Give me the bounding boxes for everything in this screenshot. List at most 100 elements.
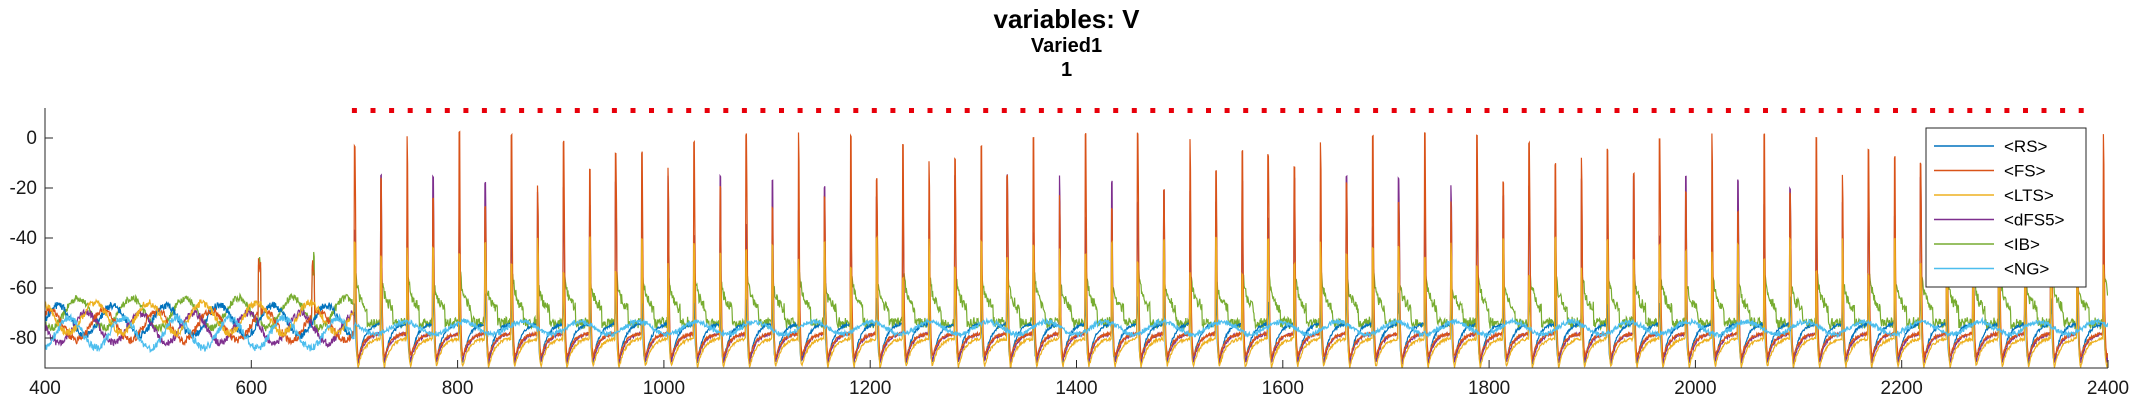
- marker-dot: [389, 108, 395, 113]
- marker-dot: [760, 108, 766, 113]
- series-layer: [45, 130, 2108, 368]
- marker-dot: [1373, 108, 1379, 113]
- y-tick-label: -60: [10, 278, 37, 299]
- marker-dot: [741, 108, 747, 113]
- marker-dot: [611, 108, 617, 113]
- marker-dot: [1150, 108, 1156, 113]
- legend-label: <FS>: [2004, 162, 2046, 181]
- legend-label: <LTS>: [2004, 186, 2054, 205]
- marker-dot: [1911, 108, 1917, 113]
- marker-dot: [1168, 108, 1174, 113]
- marker-dot: [444, 108, 450, 113]
- marker-dot: [816, 108, 822, 113]
- y-tick-label: -40: [10, 228, 37, 249]
- marker-dot: [630, 108, 636, 113]
- marker-dot: [686, 108, 692, 113]
- marker-dot: [1131, 108, 1137, 113]
- marker-dot: [1521, 108, 1527, 113]
- y-tick: -80: [10, 328, 53, 349]
- x-tick-label: 400: [29, 378, 61, 399]
- marker-dot: [1763, 108, 1768, 113]
- x-tick-label: 1800: [1468, 378, 1510, 399]
- chart-title: variables: V: [993, 4, 1140, 34]
- marker-dot: [463, 108, 469, 113]
- marker-dot: [500, 108, 506, 113]
- x-tick: 1000: [643, 360, 685, 399]
- marker-dot: [2023, 108, 2028, 113]
- marker-dot: [1076, 108, 1082, 113]
- marker-row: [351, 108, 2084, 113]
- series-line-fs: [45, 130, 2108, 360]
- x-tick: 600: [235, 360, 267, 399]
- marker-dot: [1038, 108, 1044, 113]
- x-tick: 1800: [1468, 360, 1510, 399]
- legend-label: <dFS5>: [2004, 211, 2065, 230]
- x-tick: 1600: [1262, 360, 1304, 399]
- marker-dot: [593, 108, 599, 113]
- marker-dot: [1893, 108, 1898, 113]
- y-tick: -20: [10, 178, 53, 199]
- marker-dot: [1781, 108, 1787, 113]
- x-tick-label: 2000: [1674, 378, 1716, 399]
- title-block: variables: V Varied1 1: [0, 4, 2133, 82]
- y-tick-label: 0: [26, 128, 37, 149]
- marker-dot: [667, 108, 673, 113]
- marker-dot: [1261, 108, 1267, 113]
- marker-dot: [537, 108, 543, 113]
- marker-dot: [797, 108, 803, 113]
- marker-dot: [574, 108, 580, 113]
- series-line-lts: [45, 235, 2108, 368]
- marker-dot: [649, 108, 654, 113]
- marker-dot: [890, 108, 896, 113]
- legend-label: <RS>: [2004, 137, 2048, 156]
- legend: <RS> <FS> <LTS> <dFS5> <IB> <NG>: [1925, 127, 2087, 288]
- marker-dot: [1298, 108, 1304, 113]
- marker-dot: [1224, 108, 1230, 113]
- axes: 400 600 800 1000 1200 1400 1600 1800 2000 2200 240…: [10, 108, 2129, 399]
- x-tick-label: 2200: [1881, 378, 1923, 399]
- marker-dot: [1930, 108, 1936, 113]
- marker-dot: [909, 108, 914, 113]
- marker-dot: [1614, 108, 1620, 113]
- y-tick-label: -80: [10, 328, 37, 349]
- y-tick: -60: [10, 278, 53, 299]
- marker-dot: [519, 108, 525, 113]
- series-line-ng: [45, 313, 2108, 354]
- marker-dot: [1410, 108, 1416, 113]
- marker-dot: [2078, 108, 2084, 113]
- x-tick: 2000: [1674, 360, 1717, 399]
- x-tick: 800: [442, 360, 473, 399]
- y-tick-label: -20: [10, 178, 37, 199]
- x-tick: 2400: [2087, 360, 2129, 399]
- marker-dot: [1206, 108, 1211, 113]
- x-tick-label: 600: [235, 378, 267, 399]
- marker-dot: [1428, 108, 1434, 113]
- legend-label: <IB>: [2004, 235, 2040, 254]
- marker-dot: [481, 108, 487, 113]
- marker-dot: [2004, 108, 2010, 113]
- marker-dot: [1558, 108, 1564, 113]
- marker-dot: [556, 108, 562, 113]
- marker-dot: [1354, 108, 1360, 113]
- marker-dot: [834, 108, 840, 113]
- marker-dot: [1670, 108, 1676, 113]
- marker-dot: [1633, 108, 1639, 113]
- marker-dot: [1391, 108, 1397, 113]
- y-tick: -40: [10, 228, 53, 249]
- marker-dot: [1595, 108, 1601, 113]
- marker-dot: [1837, 108, 1843, 113]
- marker-dot: [1707, 108, 1713, 113]
- marker-dot: [704, 108, 710, 113]
- y-tick: 0: [26, 128, 53, 149]
- marker-dot: [1057, 108, 1063, 113]
- marker-dot: [1447, 108, 1453, 113]
- marker-dot: [1688, 108, 1694, 113]
- marker-dot: [1243, 108, 1249, 113]
- marker-dot: [1800, 108, 1806, 113]
- marker-dot: [779, 108, 784, 113]
- marker-dot: [2041, 108, 2047, 113]
- marker-dot: [1948, 108, 1954, 113]
- x-tick-label: 1400: [1055, 378, 1097, 399]
- marker-dot: [927, 108, 933, 113]
